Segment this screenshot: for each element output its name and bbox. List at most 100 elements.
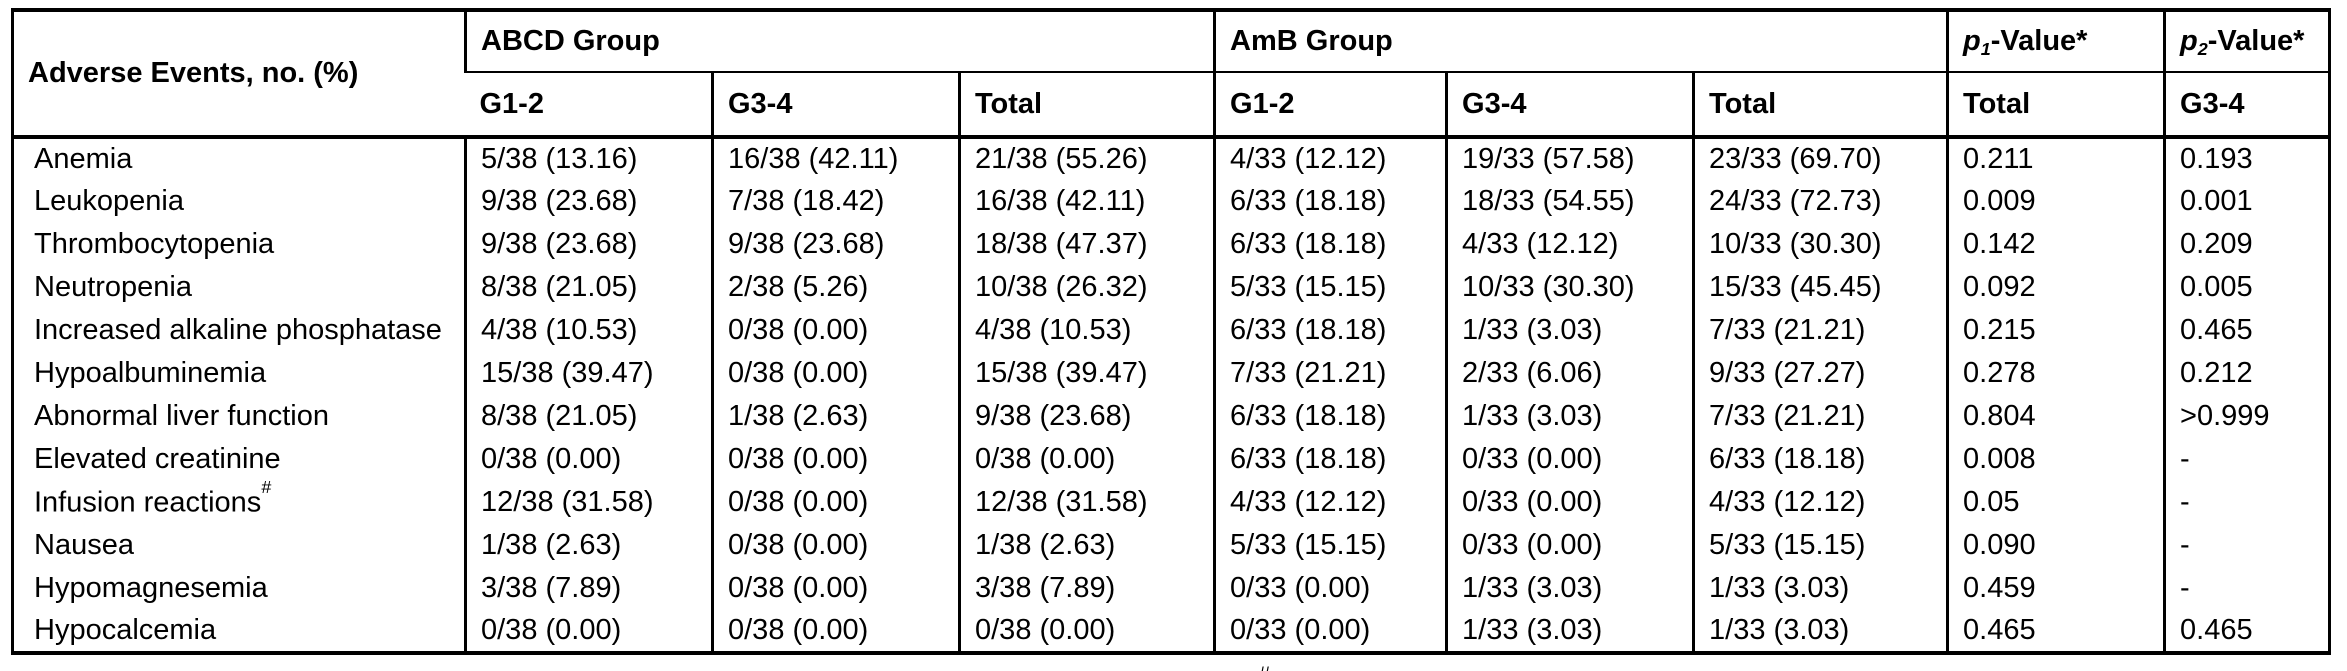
- p1-subscript: 1: [1980, 39, 1991, 60]
- data-cell: 0/38 (0.00): [464, 438, 713, 481]
- p1-value-label: -Value*: [1990, 25, 2088, 57]
- subheader-amb-total: Total: [1692, 72, 1948, 139]
- table-row: Anemia 5/38 (13.16) 16/38 (42.11) 21/38 (55…: [13, 137, 2330, 180]
- data-cell: 6/33 (18.18): [1213, 395, 1447, 438]
- subheader-p2-g3-4: G3-4: [2163, 72, 2330, 139]
- data-cell: 16/38 (42.11): [957, 180, 1215, 223]
- event-footnote-marker: #: [261, 481, 272, 498]
- table-body: Anemia 5/38 (13.16) 16/38 (42.11) 21/38 (55…: [13, 137, 2330, 653]
- event-name-cell: Infusion reactions#: [13, 481, 466, 524]
- event-name-cell: Neutropenia: [34, 271, 192, 303]
- data-cell: 0/38 (0.00): [711, 352, 960, 395]
- subheader-abcd-g1-2: G1-2: [465, 72, 713, 139]
- data-cell: 10/33 (30.30): [1445, 266, 1694, 309]
- data-cell: 8/38 (21.05): [464, 395, 713, 438]
- data-cell: 4/38 (10.53): [957, 309, 1215, 352]
- data-cell: 6/33 (18.18): [1213, 180, 1447, 223]
- data-cell: 1/33 (3.03): [1445, 610, 1694, 653]
- data-cell: 6/33 (18.18): [1213, 438, 1447, 481]
- event-name-cell: Increased alkaline phosphatase: [34, 314, 442, 346]
- data-cell: 8/38 (21.05): [464, 266, 713, 309]
- subheader-p1-total: Total: [1946, 72, 2165, 139]
- data-cell: >0.999: [2163, 395, 2330, 438]
- data-cell: 4/33 (12.12): [1445, 223, 1694, 266]
- group-header-row: Adverse Events, no. (%) ABCD Group AmB G…: [12, 10, 2330, 139]
- data-cell: 0/38 (0.00): [711, 438, 960, 481]
- table-row: Increased alkaline phosphatase 4/38 (10.5…: [13, 309, 2330, 352]
- data-cell: 0.009: [1946, 180, 2165, 223]
- data-cell: 9/38 (23.68): [464, 180, 713, 223]
- abcd-group-label: ABCD Group: [481, 25, 660, 57]
- data-cell: 2/38 (5.26): [711, 266, 960, 309]
- table-row: Hypocalcemia 0/38 (0.00) 0/38 (0.00) 0/38 (…: [13, 610, 2330, 653]
- data-cell: 9/38 (23.68): [711, 223, 960, 266]
- data-cell: 1/33 (3.03): [1445, 309, 1694, 352]
- data-cell: 5/38 (13.16): [464, 137, 713, 180]
- column-header-p2-value: p2-Value*: [2163, 10, 2330, 73]
- data-cell: 5/33 (15.15): [1213, 266, 1447, 309]
- data-cell: 0/38 (0.00): [711, 610, 960, 653]
- event-name-cell: Hypomagnesemia: [34, 572, 268, 604]
- data-cell: 9/38 (23.68): [464, 223, 713, 266]
- data-cell: 0.193: [2163, 137, 2330, 180]
- data-cell: 16/38 (42.11): [711, 137, 960, 180]
- data-cell: 4/33 (12.12): [1213, 137, 1447, 180]
- data-cell: 18/33 (54.55): [1445, 180, 1694, 223]
- data-cell: 12/38 (31.58): [957, 481, 1215, 524]
- data-cell: 0/38 (0.00): [711, 309, 960, 352]
- data-cell: 0.05: [1946, 481, 2165, 524]
- data-cell: 0.465: [2163, 610, 2330, 653]
- data-cell: 7/33 (21.21): [1692, 395, 1948, 438]
- data-cell: 5/33 (15.15): [1692, 524, 1948, 567]
- table-row: Hypoalbuminemia 15/38 (39.47) 0/38 (0.00) 1…: [13, 352, 2330, 395]
- data-cell: 0.804: [1946, 395, 2165, 438]
- data-cell: 0.278: [1946, 352, 2165, 395]
- data-cell: 0.092: [1946, 266, 2165, 309]
- data-cell: 7/33 (21.21): [1692, 309, 1948, 352]
- table-row: Thrombocytopenia 9/38 (23.68) 9/38 (23.68)…: [13, 223, 2330, 266]
- data-cell: 9/38 (23.68): [957, 395, 1215, 438]
- event-name-cell: Leukopenia: [34, 185, 184, 217]
- subheader-amb-g3-4: G3-4: [1445, 72, 1694, 139]
- data-cell: 4/38 (10.53): [464, 309, 713, 352]
- data-cell: 0.209: [2163, 223, 2330, 266]
- data-cell: 15/38 (39.47): [957, 352, 1215, 395]
- data-cell: 7/33 (21.21): [1213, 352, 1447, 395]
- data-cell: 1/33 (3.03): [1445, 567, 1694, 610]
- data-cell: 0.142: [1946, 223, 2165, 266]
- data-cell: 0.008: [1946, 438, 2165, 481]
- data-cell: 0/38 (0.00): [957, 438, 1215, 481]
- data-cell: 0/33 (0.00): [1213, 610, 1447, 653]
- data-cell: 4/33 (12.12): [1692, 481, 1948, 524]
- table-row: Infusion reactions# 12/38 (31.58) 0/38 (0.…: [13, 481, 2330, 524]
- table-row: Leukopenia 9/38 (23.68) 7/38 (18.42) 16/38 …: [13, 180, 2330, 223]
- table-row: Nausea 1/38 (2.63) 0/38 (0.00) 1/38 (2.63) 5…: [13, 524, 2330, 567]
- adverse-events-table: Adverse Events, no. (%) ABCD Group AmB G…: [11, 8, 2332, 655]
- data-cell: 4/33 (12.12): [1213, 481, 1447, 524]
- data-cell: 10/38 (26.32): [957, 266, 1215, 309]
- data-cell: 0/38 (0.00): [957, 610, 1215, 653]
- subheader-abcd-g3-4: G3-4: [711, 72, 960, 139]
- data-cell: 7/38 (18.42): [711, 180, 960, 223]
- event-name-cell: Hypocalcemia: [34, 614, 217, 646]
- event-name-cell: Abnormal liver function: [34, 400, 329, 432]
- table-row: Abnormal liver function 8/38 (21.05) 1/38 …: [13, 395, 2330, 438]
- data-cell: 0.090: [1946, 524, 2165, 567]
- data-cell: 1/33 (3.03): [1692, 567, 1948, 610]
- data-cell: 0/38 (0.00): [711, 567, 960, 610]
- data-cell: 15/38 (39.47): [464, 352, 713, 395]
- table-row: Hypomagnesemia 3/38 (7.89) 0/38 (0.00) 3/38…: [13, 567, 2330, 610]
- column-header-adverse-events: Adverse Events, no. (%): [12, 10, 466, 139]
- data-cell: 0/33 (0.00): [1445, 438, 1694, 481]
- data-cell: 0/33 (0.00): [1445, 481, 1694, 524]
- data-cell: 6/33 (18.18): [1692, 438, 1948, 481]
- data-cell: 9/33 (27.27): [1692, 352, 1948, 395]
- data-cell: 2/33 (6.06): [1445, 352, 1694, 395]
- data-cell: 0/38 (0.00): [711, 481, 960, 524]
- event-name-cell: Nausea: [34, 529, 134, 561]
- data-cell: 0/33 (0.00): [1213, 567, 1447, 610]
- data-cell: 10/33 (30.30): [1692, 223, 1948, 266]
- event-name-cell: Hypoalbuminemia: [34, 357, 267, 389]
- table-row: Neutropenia 8/38 (21.05) 2/38 (5.26) 10/38 …: [13, 266, 2330, 309]
- data-cell: 3/38 (7.89): [464, 567, 713, 610]
